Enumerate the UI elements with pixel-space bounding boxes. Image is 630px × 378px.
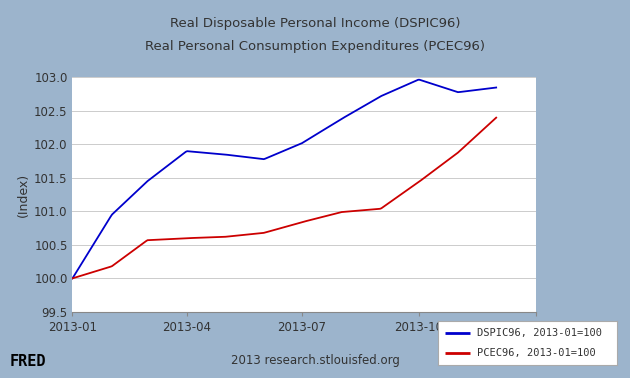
Y-axis label: (Index): (Index) <box>17 173 30 217</box>
Text: 2013 research.stlouisfed.org: 2013 research.stlouisfed.org <box>231 354 399 367</box>
Text: Real Disposable Personal Income (DSPIC96): Real Disposable Personal Income (DSPIC96… <box>169 17 461 30</box>
Text: PCEC96, 2013-01=100: PCEC96, 2013-01=100 <box>478 348 596 358</box>
Text: FRED: FRED <box>9 353 46 369</box>
Text: Real Personal Consumption Expenditures (PCEC96): Real Personal Consumption Expenditures (… <box>145 40 485 53</box>
Text: DSPIC96, 2013-01=100: DSPIC96, 2013-01=100 <box>478 328 602 338</box>
